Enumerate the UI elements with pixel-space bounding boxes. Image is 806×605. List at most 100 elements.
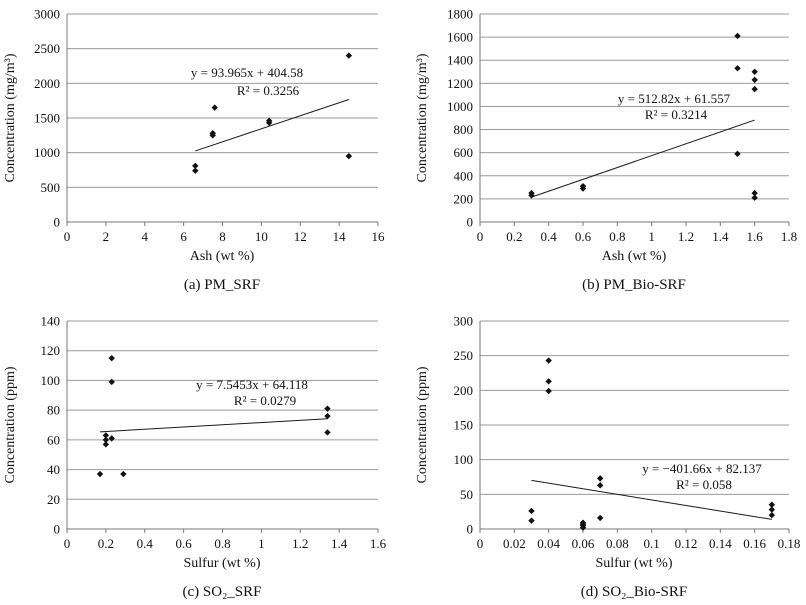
data-point-b-11: [751, 76, 758, 84]
x-tick-label-b-1.8: 1.8: [781, 229, 797, 244]
caption-a: (a) PM_SRF: [184, 277, 260, 293]
x-tick-label-c-1.2: 1.2: [292, 536, 308, 551]
data-point-b-9: [751, 189, 758, 197]
data-point-d-1: [528, 517, 535, 524]
y-tick-label-d-100: 100: [454, 452, 474, 467]
x-tick-label-c-1.6: 1.6: [370, 536, 387, 551]
y-tick-label-c-20: 20: [47, 492, 60, 507]
data-point-d-4: [545, 378, 552, 385]
data-point-c-6: [108, 378, 115, 386]
data-point-d-2: [528, 507, 535, 515]
y-tick-label-a-1000: 1000: [34, 145, 60, 160]
trendline-c: [100, 418, 328, 433]
x-tick-label-d-0.14: 0.14: [709, 536, 732, 551]
y-tick-label-b-0: 0: [467, 215, 474, 230]
data-point-c-4: [102, 432, 110, 439]
y-tick-label-b-1000: 1000: [447, 99, 473, 114]
chart-panel-c: 0 20 40 60 80 100 120 140 0 0.2 0.4 0.6 0.8 1 1.2 1.4 1.…: [3, 314, 387, 601]
data-point-a-9: [345, 52, 353, 59]
data-point-b-8: [751, 194, 758, 201]
data-point-b-2: [528, 189, 535, 197]
chart-panel-b: 0 200 400 600 800 1000 1200 1400 1600 1800 0 0.2 0.4…: [415, 7, 797, 294]
data-point-c-8: [120, 470, 127, 478]
x-tick-label-a-8: 8: [219, 229, 226, 244]
x-tick-label-b-1.6: 1.6: [747, 229, 764, 244]
data-point-d-10: [596, 514, 604, 522]
data-point-b-10: [751, 85, 758, 93]
x-tick-label-b-0.6: 0.6: [575, 229, 592, 244]
data-point-c-1: [96, 470, 104, 478]
data-point-d-9: [579, 519, 587, 526]
data-point-a-2: [192, 162, 199, 170]
x-axis-title-d: Sulfur (wt %): [596, 556, 673, 571]
x-tick-label-d-0.08: 0.08: [606, 536, 629, 551]
y-tick-label-c-100: 100: [41, 373, 61, 388]
data-point-c-3: [102, 436, 110, 444]
y-tick-label-b-200: 200: [454, 191, 474, 206]
trendline-d: [531, 479, 772, 520]
data-point-b-5: [734, 150, 741, 158]
data-point-b-7: [734, 32, 741, 40]
equation-label-c: y = 7.5453x + 64.118: [196, 377, 308, 392]
data-point-c-5: [108, 435, 115, 442]
y-tick-label-a-2500: 2500: [34, 41, 60, 56]
y-tick-label-d-50: 50: [460, 487, 473, 502]
y-tick-label-c-40: 40: [47, 462, 60, 477]
x-tick-label-b-0.4: 0.4: [541, 229, 558, 244]
data-point-c-10: [324, 412, 331, 420]
x-tick-label-a-0: 0: [64, 229, 71, 244]
x-axis-title-a: Ash (wt %): [190, 249, 255, 264]
x-tick-label-b-0: 0: [477, 229, 484, 244]
x-axis-title-c: Sulfur (wt %): [184, 556, 261, 571]
x-tick-label-d-0.04: 0.04: [537, 536, 560, 551]
x-axis-title-b: Ash (wt %): [602, 249, 667, 264]
x-tick-label-a-14: 14: [333, 229, 347, 244]
y-tick-label-b-1800: 1800: [447, 7, 473, 22]
y-tick-label-c-0: 0: [54, 522, 61, 537]
y-tick-label-a-2000: 2000: [34, 76, 60, 91]
x-tick-label-c-0.8: 0.8: [214, 536, 230, 551]
data-point-d-11: [596, 482, 604, 489]
y-tick-label-a-3000: 3000: [34, 7, 60, 22]
y-tick-label-b-1400: 1400: [447, 53, 473, 68]
y-axis-title-b: Concentration (mg/m³): [415, 53, 430, 182]
x-tick-label-a-16: 16: [372, 229, 386, 244]
y-tick-label-b-400: 400: [454, 168, 474, 183]
x-tick-label-c-1: 1: [258, 536, 265, 551]
x-tick-label-a-12: 12: [294, 229, 307, 244]
data-point-d-13: [768, 511, 776, 519]
y-tick-label-d-300: 300: [454, 314, 474, 329]
x-tick-label-b-0.8: 0.8: [609, 229, 625, 244]
caption-d: (d) SO₂_Bio-SRF: [581, 584, 688, 600]
y-tick-label-a-500: 500: [41, 180, 61, 195]
data-point-c-7: [108, 354, 115, 362]
data-point-d-5: [545, 357, 552, 364]
x-tick-label-c-1.4: 1.4: [331, 536, 348, 551]
data-point-d-15: [768, 501, 776, 508]
y-tick-label-b-1600: 1600: [447, 30, 473, 45]
x-tick-label-d-0.12: 0.12: [675, 536, 698, 551]
data-point-d-12: [596, 475, 604, 482]
data-point-c-2: [102, 441, 110, 448]
x-tick-label-b-1.2: 1.2: [678, 229, 694, 244]
x-tick-label-c-0.2: 0.2: [98, 536, 114, 551]
y-tick-label-b-800: 800: [454, 122, 474, 137]
x-tick-label-c-0.6: 0.6: [176, 536, 193, 551]
data-point-c-9: [324, 429, 331, 436]
y-axis-title-c: Concentration (ppm): [3, 366, 18, 483]
y-tick-label-c-140: 140: [41, 314, 61, 329]
x-tick-label-d-0.18: 0.18: [778, 536, 801, 551]
r-squared-label-a: R² = 0.3256: [237, 83, 300, 98]
caption-c: (c) SO₂_SRF: [183, 584, 262, 600]
data-point-a-1: [192, 167, 199, 174]
y-tick-label-a-0: 0: [54, 215, 61, 230]
x-tick-label-d-0.16: 0.16: [743, 536, 766, 551]
y-tick-label-d-150: 150: [454, 418, 474, 433]
data-point-d-3: [545, 387, 552, 395]
data-point-a-4: [209, 130, 216, 137]
y-axis-title-d: Concentration (ppm): [415, 366, 430, 483]
y-tick-label-b-1200: 1200: [447, 76, 473, 91]
y-tick-label-d-200: 200: [454, 383, 474, 398]
y-tick-label-a-1500: 1500: [34, 111, 60, 126]
